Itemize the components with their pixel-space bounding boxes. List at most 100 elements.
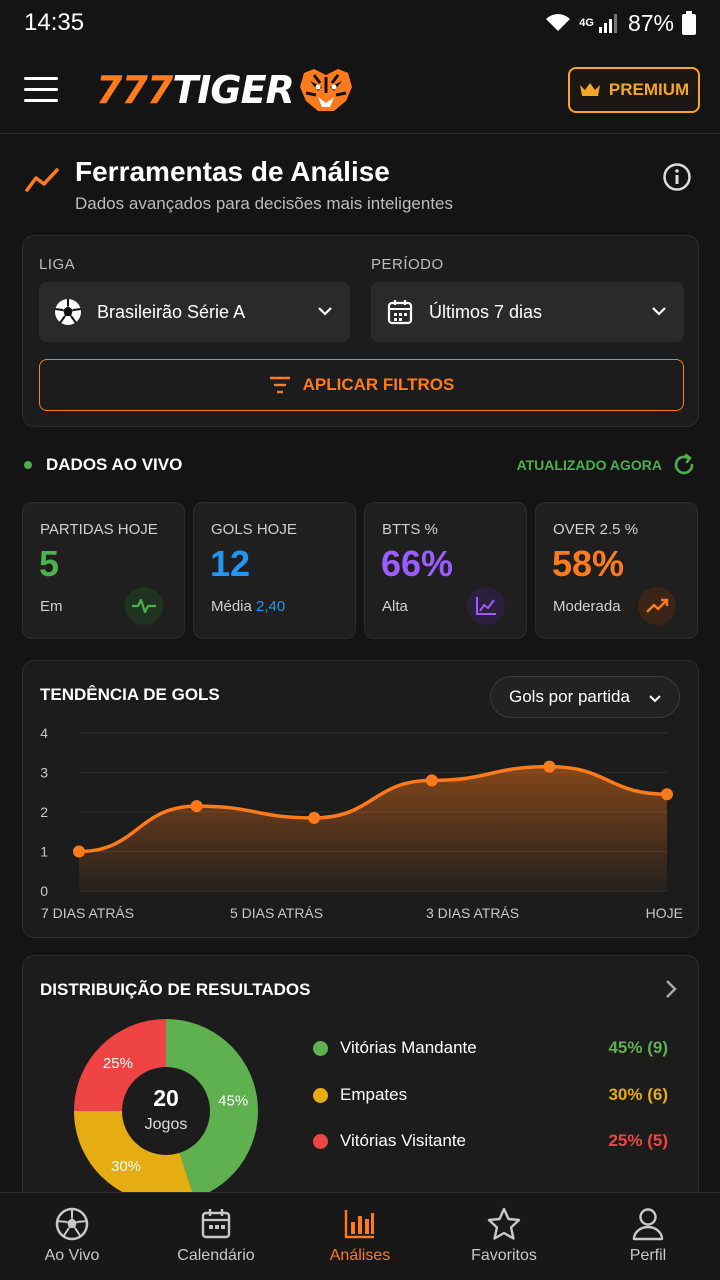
donut-slice-label: 25%: [103, 1055, 133, 1072]
trend-point[interactable]: [425, 774, 438, 787]
trend-point[interactable]: [73, 845, 85, 858]
stat-sub: Em: [40, 598, 63, 615]
legend-value: 45% (9): [608, 1038, 668, 1057]
logo-number: 777: [96, 67, 173, 112]
stat-value: 12: [210, 543, 251, 584]
line-chart-icon: [467, 587, 505, 625]
status-bar: 14:35 4G 87%: [0, 0, 720, 46]
soccer-ball-icon: [53, 297, 83, 327]
info-icon[interactable]: [662, 162, 692, 192]
legend-label: Vitórias Visitante: [340, 1131, 466, 1150]
nav-item-analysis[interactable]: Análises: [288, 1193, 432, 1280]
donut-slice-label: 45%: [218, 1092, 248, 1109]
updated-label: ATUALIZADO AGORA: [516, 457, 662, 473]
app-logo[interactable]: 777 TIGER: [96, 65, 356, 115]
live-label: DADOS AO VIVO: [46, 455, 183, 474]
stat-sub: Média 2,40: [211, 598, 285, 615]
trend-point[interactable]: [661, 788, 673, 801]
star-icon: [487, 1207, 521, 1241]
app-header: 777 TIGER PREMIUM: [0, 46, 720, 134]
donut-slice-label: 30%: [111, 1158, 141, 1175]
soccer-ball-icon: [55, 1207, 89, 1241]
chevron-down-icon: [318, 307, 332, 316]
status-icons: 4G 87%: [545, 10, 696, 37]
status-time: 14:35: [24, 9, 85, 36]
stat-card-goals[interactable]: GOLS HOJE 12 Média 2,40: [193, 502, 356, 639]
trend-title: TENDÊNCIA DE GOLS: [40, 685, 220, 704]
battery-icon: [682, 11, 696, 35]
hamburger-icon-bar: [24, 77, 58, 80]
y-tick-label: 2: [40, 804, 48, 820]
bottom-navigation: Ao Vivo Calendário Análises Favoritos Pe…: [0, 1192, 720, 1280]
pulse-icon: [125, 587, 163, 625]
legend-value: 25% (5): [608, 1131, 668, 1150]
nav-item-calendar[interactable]: Calendário: [144, 1193, 288, 1280]
results-donut-chart: 20 Jogos 45% 30% 25%: [74, 1019, 258, 1203]
y-tick-label: 0: [40, 883, 48, 899]
stat-card-matches[interactable]: PARTIDAS HOJE 5 Em: [22, 502, 185, 639]
stat-label: BTTS %: [382, 521, 438, 538]
y-tick-label: 4: [40, 725, 48, 741]
hamburger-icon-bar: [24, 99, 58, 102]
legend-label: Empates: [340, 1085, 408, 1104]
league-value: Brasileirão Série A: [97, 301, 246, 322]
trend-metric-select[interactable]: Gols por partida: [490, 676, 680, 718]
refresh-button[interactable]: ATUALIZADO AGORA: [517, 453, 696, 477]
page-subtitle: Dados avançados para decisões mais intel…: [75, 194, 454, 213]
signal-icon: [598, 14, 617, 33]
stat-value: 58%: [552, 543, 625, 584]
network-label: 4G: [579, 17, 594, 29]
stat-card-over[interactable]: OVER 2.5 % 58% Moderada: [535, 502, 698, 639]
stat-sub-value: 2,40: [256, 598, 286, 615]
tiger-head-icon: [299, 68, 352, 111]
chevron-right-icon[interactable]: [664, 978, 678, 1000]
premium-button[interactable]: PREMIUM: [568, 67, 700, 113]
nav-item-favorites[interactable]: Favoritos: [432, 1193, 576, 1280]
stat-sub: Alta: [382, 598, 408, 615]
stat-value: 66%: [381, 543, 454, 584]
results-distribution-card: DISTRIBUIÇÃO DE RESULTADOS 20 Jogos 45% 3…: [22, 955, 699, 1215]
crown-icon: [579, 83, 600, 96]
legend-value: 30% (6): [608, 1085, 668, 1104]
period-select[interactable]: Últimos 7 dias: [371, 282, 684, 342]
stat-card-btts[interactable]: BTTS % 66% Alta: [364, 502, 527, 639]
nav-label: Favoritos: [471, 1247, 537, 1264]
nav-label: Calendário: [177, 1247, 255, 1264]
goals-trend-card: TENDÊNCIA DE GOLS Gols por partida 0 1 2 3 4…: [22, 660, 699, 938]
stat-label: PARTIDAS HOJE: [40, 521, 158, 538]
legend-label: Vitórias Mandante: [340, 1038, 477, 1057]
distribution-title: DISTRIBUIÇÃO DE RESULTADOS: [40, 980, 311, 999]
stat-label: GOLS HOJE: [211, 521, 297, 538]
page-header: Ferramentas de Análise Dados avançados p…: [24, 150, 696, 220]
menu-button[interactable]: [24, 70, 64, 110]
nav-label: Perfil: [629, 1247, 667, 1264]
calendar-icon: [385, 297, 415, 327]
donut-slice[interactable]: [166, 1019, 258, 1199]
legend-dot: [313, 1133, 328, 1149]
trend-metric-value: Gols por partida: [509, 687, 630, 706]
trend-point[interactable]: [308, 811, 321, 824]
nav-item-live[interactable]: Ao Vivo: [0, 1193, 144, 1280]
league-label: LIGA: [39, 256, 76, 273]
goals-trend-chart: 0 1 2 3 4 7 DIAS ATRÁS 5 DIAS ATRÁS 3 DIAS ATRÁ…: [40, 725, 683, 921]
logo-word: TIGER: [172, 67, 294, 112]
hamburger-icon-bar: [24, 88, 58, 91]
battery-percent: 87%: [627, 9, 674, 36]
trend-point[interactable]: [543, 760, 556, 773]
trend-point[interactable]: [190, 800, 203, 813]
chevron-down-icon: [649, 695, 661, 703]
bar-chart-icon: [344, 1207, 376, 1241]
trend-line: [78, 764, 668, 854]
league-select[interactable]: Brasileirão Série A: [39, 282, 350, 342]
period-value: Últimos 7 dias: [429, 301, 543, 322]
apply-filters-button[interactable]: APLICAR FILTROS: [39, 359, 684, 411]
filter-card: LIGA PERÍODO Brasileirão Série A Últimos…: [22, 235, 699, 427]
refresh-icon: [674, 453, 694, 475]
donut-center-label: Jogos: [145, 1116, 188, 1133]
trend-up-icon: [638, 587, 676, 625]
nav-item-profile[interactable]: Perfil: [576, 1193, 720, 1280]
stat-label: OVER 2.5 %: [553, 521, 639, 538]
nav-label: Análises: [329, 1247, 391, 1264]
stat-sub-label: Média: [211, 598, 252, 615]
x-tick-label: 5 DIAS ATRÁS: [230, 905, 323, 921]
